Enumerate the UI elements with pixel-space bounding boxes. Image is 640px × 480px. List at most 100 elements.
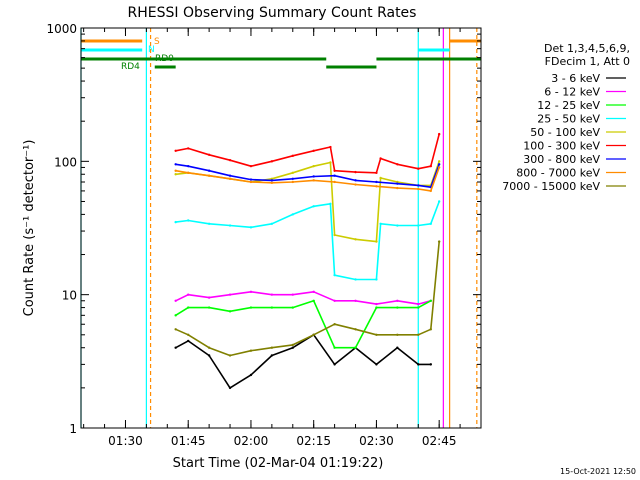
data-point	[291, 343, 294, 347]
y-tick-label: 1000	[46, 22, 77, 36]
data-point	[228, 224, 232, 227]
data-point	[429, 189, 433, 193]
data-point	[270, 179, 274, 182]
data-point	[417, 306, 420, 309]
data-point	[429, 164, 433, 168]
data-point	[270, 160, 274, 163]
data-point	[333, 169, 336, 172]
x-tick-label: 02:15	[296, 434, 331, 448]
data-point	[207, 296, 211, 299]
data-point	[417, 224, 420, 227]
data-point	[437, 166, 441, 169]
data-point	[270, 222, 274, 226]
data-point	[333, 174, 336, 177]
data-point	[249, 180, 253, 184]
data-point	[228, 158, 232, 162]
data-point	[291, 171, 294, 175]
series-line	[175, 299, 432, 349]
data-point	[396, 224, 399, 227]
data-point	[354, 183, 357, 186]
series-line	[175, 290, 432, 305]
data-point	[207, 346, 211, 349]
data-point	[207, 153, 211, 156]
data-point	[429, 299, 433, 302]
data-point	[187, 164, 190, 168]
data-point	[375, 171, 378, 175]
data-point	[207, 169, 211, 172]
legend-header: FDecim 1, Att 0	[545, 55, 630, 68]
flag-label: N	[148, 45, 155, 55]
data-point	[375, 240, 378, 243]
data-point	[249, 306, 253, 309]
data-point	[375, 333, 378, 337]
data-point	[396, 182, 399, 185]
data-point	[333, 363, 336, 366]
data-point	[396, 333, 399, 337]
data-point	[329, 202, 332, 206]
data-point	[291, 180, 294, 184]
data-point	[429, 328, 433, 331]
data-point	[437, 200, 441, 203]
data-point	[291, 213, 294, 216]
data-point	[375, 306, 378, 309]
data-point	[437, 160, 441, 163]
data-point	[333, 299, 336, 302]
data-point	[312, 149, 315, 152]
x-tick-label: 02:45	[422, 434, 457, 448]
data-point	[207, 174, 211, 177]
data-point	[312, 290, 315, 294]
data-point	[396, 180, 399, 184]
series-line	[175, 333, 431, 389]
data-point	[396, 299, 399, 302]
data-point	[270, 346, 274, 349]
data-point	[379, 176, 382, 180]
data-point	[249, 226, 253, 229]
data-point	[417, 302, 420, 306]
data-point	[270, 354, 274, 357]
data-point	[291, 177, 294, 180]
legend-header: Det 1,3,4,5,6,9,	[544, 42, 630, 55]
flag-label: S	[154, 37, 160, 47]
data-point	[187, 171, 190, 175]
data-point	[429, 222, 433, 226]
data-point	[329, 145, 332, 149]
y-axis-label: Count Rate (s⁻¹ detector⁻¹)	[22, 140, 37, 317]
data-point	[417, 187, 420, 191]
data-point	[354, 328, 357, 331]
legend-entry: 800 - 7000 keV	[516, 167, 600, 180]
data-point	[312, 164, 315, 168]
data-point	[228, 354, 232, 357]
flag-label: RD0	[155, 54, 174, 64]
data-point	[187, 219, 190, 222]
data-point	[417, 184, 420, 187]
data-point	[228, 293, 232, 296]
data-point	[207, 222, 211, 226]
data-point	[174, 328, 177, 331]
data-point	[187, 339, 190, 343]
data-point	[396, 186, 399, 190]
legend-entry: 6 - 12 keV	[544, 86, 600, 99]
data-point	[207, 306, 211, 309]
data-point	[228, 174, 232, 177]
data-point	[429, 363, 433, 366]
data-point	[417, 333, 420, 337]
data-point	[375, 363, 378, 366]
data-point	[333, 273, 336, 277]
data-point	[375, 185, 378, 188]
data-point	[396, 306, 399, 309]
data-point	[249, 349, 253, 352]
data-point	[354, 179, 357, 182]
y-tick-label: 100	[54, 155, 77, 169]
legend-entry: 25 - 50 keV	[537, 113, 600, 126]
data-point	[437, 132, 441, 136]
legend-entry: 300 - 800 keV	[523, 153, 600, 166]
data-point	[228, 386, 232, 390]
data-point	[187, 147, 190, 150]
data-point	[354, 238, 357, 241]
data-point	[379, 157, 382, 160]
data-point	[249, 164, 253, 168]
data-point	[291, 346, 294, 349]
data-point	[333, 346, 336, 349]
data-point	[312, 299, 315, 302]
